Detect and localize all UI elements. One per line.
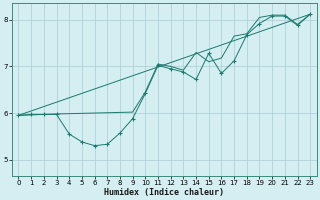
X-axis label: Humidex (Indice chaleur): Humidex (Indice chaleur) [104,188,224,197]
